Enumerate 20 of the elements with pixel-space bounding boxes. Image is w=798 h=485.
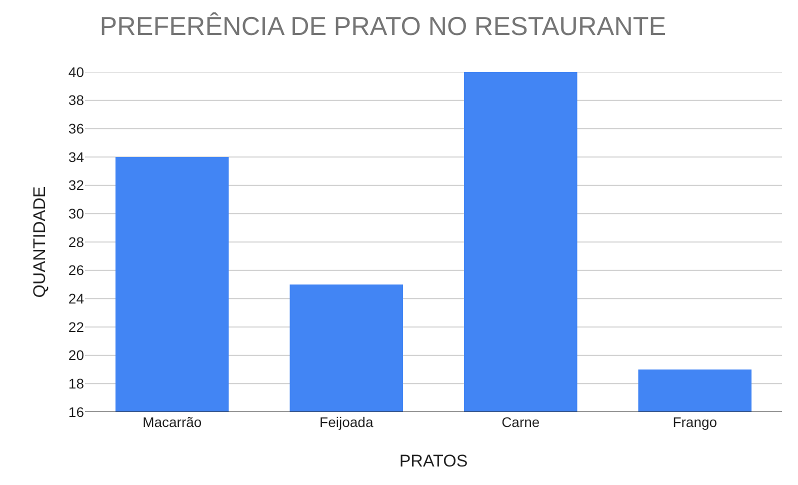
x-tick-label: Carne: [502, 414, 540, 430]
y-tick-label: 28: [68, 234, 84, 250]
x-axis-title: PRATOS: [399, 451, 468, 470]
y-tick-label: 40: [68, 64, 84, 80]
y-axis-title: QUANTIDADE: [30, 186, 49, 298]
chart-title: PREFERÊNCIA DE PRATO NO RESTAURANTE: [100, 11, 666, 42]
y-tick-label: 16: [68, 404, 84, 420]
y-tick-label: 32: [68, 177, 84, 194]
y-tick-label: 22: [68, 318, 84, 335]
y-tick-label: 38: [68, 92, 84, 108]
x-tick-label: Frango: [672, 414, 718, 430]
y-tick-label: 20: [68, 347, 84, 364]
y-tick-label: 26: [68, 262, 84, 278]
y-tick-label: 18: [68, 376, 84, 392]
y-tick-label: 24: [68, 290, 84, 307]
x-tick-label: Feijoada: [320, 414, 374, 430]
y-tick-label: 30: [68, 206, 84, 222]
y-tick-label: 34: [68, 148, 84, 165]
y-tick-label: 36: [68, 120, 84, 137]
x-tick-label: Macarrão: [142, 414, 202, 430]
